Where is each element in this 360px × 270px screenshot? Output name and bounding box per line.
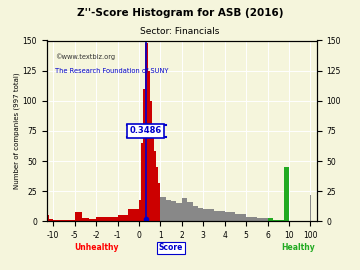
Text: ©www.textbiz.org: ©www.textbiz.org — [55, 53, 115, 60]
Bar — [49, 219, 53, 221]
Text: 0.3486: 0.3486 — [129, 126, 162, 136]
Bar — [150, 101, 152, 221]
Text: Score: Score — [159, 243, 183, 252]
Text: Unhealthy: Unhealthy — [74, 243, 118, 252]
Bar — [284, 167, 289, 221]
Bar — [225, 212, 235, 221]
Bar — [139, 200, 141, 221]
Bar — [75, 212, 82, 221]
Bar — [141, 143, 143, 221]
Bar — [193, 206, 198, 221]
Text: Sector: Financials: Sector: Financials — [140, 27, 220, 36]
Bar — [45, 215, 49, 221]
Bar — [148, 71, 150, 221]
Text: The Research Foundation of SUNY: The Research Foundation of SUNY — [55, 68, 168, 74]
Bar — [160, 197, 166, 221]
Bar — [214, 211, 225, 221]
Bar — [89, 219, 96, 221]
Bar — [156, 167, 158, 221]
Bar — [203, 209, 214, 221]
Bar — [246, 217, 257, 221]
Bar — [166, 200, 171, 221]
Bar — [62, 220, 66, 221]
Bar — [176, 203, 182, 221]
Bar — [187, 202, 193, 221]
Bar — [117, 215, 128, 221]
Bar — [158, 183, 160, 221]
Bar — [152, 131, 154, 221]
Bar — [257, 218, 267, 221]
Bar — [66, 220, 70, 221]
Text: Healthy: Healthy — [282, 243, 315, 252]
Bar — [96, 217, 117, 221]
Bar — [278, 220, 284, 221]
Bar — [143, 89, 145, 221]
Bar — [128, 209, 139, 221]
Y-axis label: Number of companies (997 total): Number of companies (997 total) — [13, 73, 20, 189]
Bar — [267, 218, 273, 221]
Bar — [53, 220, 58, 221]
Text: Z''-Score Histogram for ASB (2016): Z''-Score Histogram for ASB (2016) — [77, 8, 283, 18]
Bar — [171, 201, 176, 221]
Bar — [235, 214, 246, 221]
Bar — [182, 198, 187, 221]
Bar — [145, 43, 148, 221]
Bar — [82, 218, 89, 221]
Bar — [70, 220, 75, 221]
Bar — [273, 220, 278, 221]
Bar — [58, 220, 62, 221]
Bar — [198, 208, 203, 221]
Bar — [154, 151, 156, 221]
